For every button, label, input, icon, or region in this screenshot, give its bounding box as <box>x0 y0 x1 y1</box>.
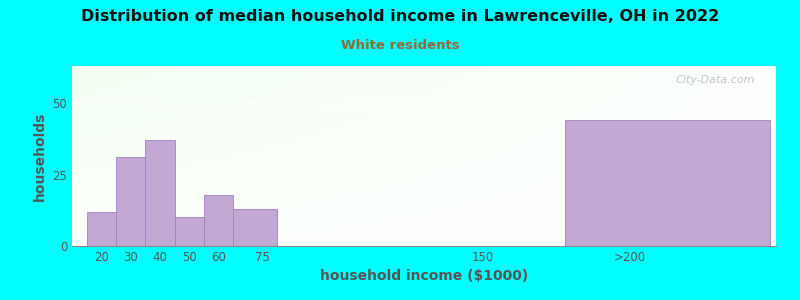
X-axis label: household income ($1000): household income ($1000) <box>320 269 528 284</box>
Text: White residents: White residents <box>341 39 459 52</box>
Bar <box>174 218 204 246</box>
Bar <box>86 212 116 246</box>
Text: Distribution of median household income in Lawrenceville, OH in 2022: Distribution of median household income … <box>81 9 719 24</box>
Bar <box>116 158 146 246</box>
Bar <box>234 209 278 246</box>
Text: City-Data.com: City-Data.com <box>675 75 755 85</box>
Bar <box>565 120 770 246</box>
Bar <box>204 195 234 246</box>
Y-axis label: households: households <box>33 111 46 201</box>
Bar <box>146 140 174 246</box>
